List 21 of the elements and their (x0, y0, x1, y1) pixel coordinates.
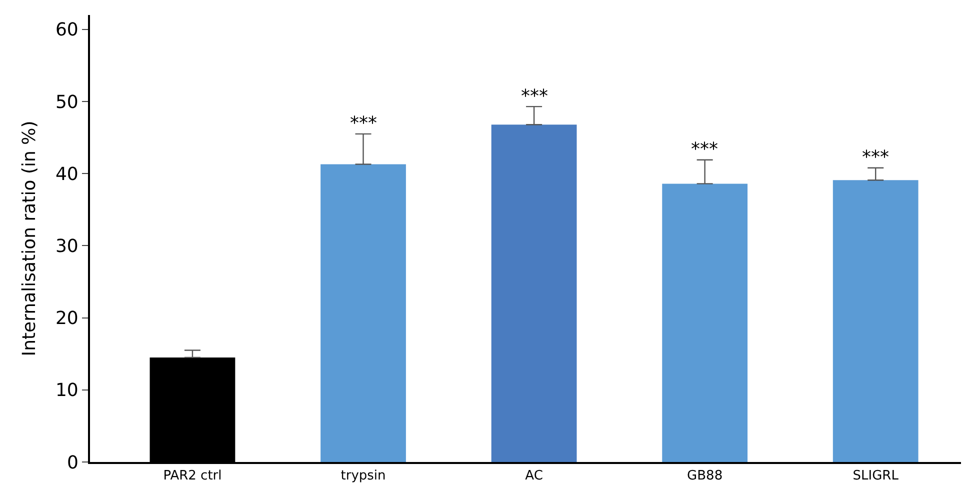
y-tick-label: 50 (55, 92, 78, 113)
x-tick-label: AC (525, 468, 543, 484)
annotation: *** (862, 147, 889, 168)
bar (320, 164, 406, 462)
annotation: *** (691, 139, 718, 160)
y-axis-title: Internalisation ratio (in %) (19, 120, 40, 356)
y-tick-label: 30 (55, 236, 78, 258)
x-tick-label: GB88 (687, 468, 723, 484)
bar (832, 180, 918, 462)
annotation: *** (521, 86, 548, 107)
y-tick-label: 60 (55, 20, 78, 41)
bar (662, 184, 748, 462)
bar (491, 124, 577, 462)
y-tick-label: 20 (55, 308, 78, 330)
y-tick-label: 10 (55, 380, 78, 402)
y-tick-label: 0 (66, 452, 78, 474)
y-tick-label: 40 (55, 164, 78, 185)
x-tick-label: PAR2 ctrl (163, 468, 222, 484)
x-tick-label: SLIGRL (852, 468, 900, 484)
annotation: *** (350, 113, 377, 134)
x-tick-label: trypsin (340, 468, 386, 484)
